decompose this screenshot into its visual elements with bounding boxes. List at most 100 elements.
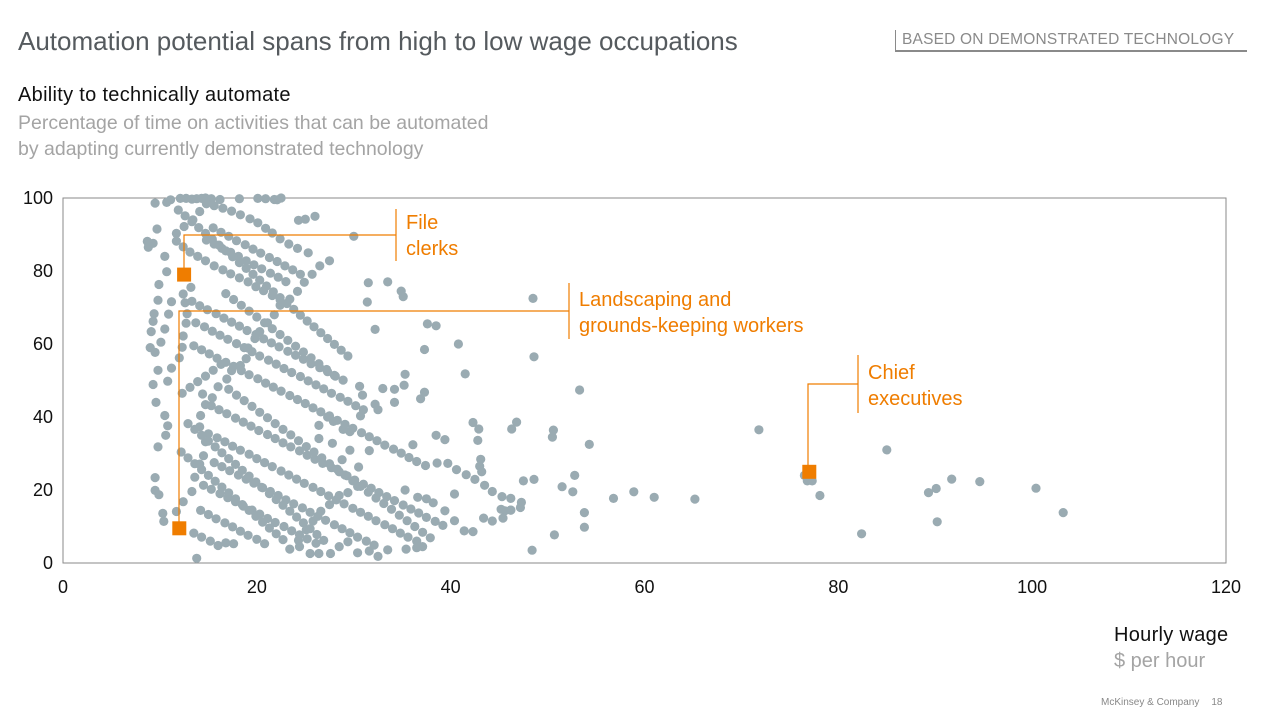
landscaping-workers-leader (178, 310, 569, 528)
data-point (178, 331, 188, 341)
data-point (160, 324, 170, 334)
x-tick-label: 0 (58, 577, 68, 597)
data-point (292, 512, 302, 522)
data-point (251, 477, 261, 487)
data-point (158, 508, 168, 518)
file-clerks-leader (183, 234, 396, 274)
data-point (252, 534, 262, 544)
data-point (317, 453, 327, 463)
data-point (183, 453, 193, 463)
data-point (181, 318, 191, 328)
data-point (389, 496, 400, 506)
data-point (479, 513, 489, 523)
y-tick-label: 20 (33, 480, 53, 500)
data-point (228, 441, 238, 451)
file-clerks-marker (177, 267, 192, 282)
data-point (239, 396, 249, 406)
y-tick-label: 80 (33, 261, 53, 281)
data-point (200, 256, 211, 266)
data-point (231, 390, 242, 400)
data-point (584, 439, 594, 449)
data-point (224, 231, 234, 241)
data-point (214, 405, 224, 415)
data-point (323, 333, 333, 344)
data-point (460, 369, 470, 379)
data-point (383, 545, 393, 555)
data-point (380, 440, 390, 450)
data-point (177, 342, 187, 352)
data-point (224, 454, 234, 464)
data-point (380, 520, 390, 530)
data-point (278, 424, 288, 434)
data-point (321, 515, 331, 525)
data-point (316, 328, 326, 338)
data-point (303, 248, 313, 258)
data-point (278, 500, 288, 510)
data-point (143, 242, 153, 252)
data-point (295, 310, 305, 320)
axis-ticks: 0 20 40 60 80 100 120 0 20 40 60 80 100 (23, 188, 1241, 597)
data-point (214, 240, 224, 250)
data-point (175, 193, 185, 203)
data-point (269, 194, 279, 205)
data-point (316, 407, 326, 417)
plot-frame (62, 197, 1227, 564)
file-clerks-label-line2: clerks (406, 238, 458, 260)
data-point (227, 206, 237, 216)
data-point (301, 442, 311, 452)
data-point (319, 535, 329, 546)
methodology-tag-text: BASED ON DEMONSTRATED TECHNOLOGY (902, 31, 1235, 48)
data-point (264, 489, 274, 499)
data-point (178, 289, 188, 299)
data-point (975, 477, 985, 487)
data-point (343, 488, 353, 498)
data-point (425, 533, 435, 543)
data-point (156, 337, 166, 347)
data-point (401, 544, 411, 554)
data-point (387, 524, 398, 534)
data-point (498, 513, 508, 523)
data-point (281, 277, 291, 287)
data-point (257, 264, 267, 274)
data-point (358, 405, 368, 415)
data-point (370, 324, 380, 334)
data-point (163, 376, 173, 386)
data-point (201, 199, 211, 209)
data-point (511, 417, 522, 427)
data-point (293, 436, 304, 446)
data-point (398, 500, 408, 510)
data-point (468, 527, 478, 537)
data-point (209, 458, 219, 468)
data-point (235, 210, 245, 220)
data-point (418, 542, 428, 552)
data-point (185, 247, 195, 257)
data-point (258, 483, 268, 493)
data-point (349, 231, 359, 241)
data-point (396, 448, 406, 458)
data-point (225, 466, 235, 476)
data-point (206, 484, 216, 494)
data-point (529, 352, 539, 362)
data-point (152, 224, 162, 234)
data-point (202, 305, 212, 315)
data-point (262, 429, 273, 440)
data-point (275, 293, 285, 303)
data-point (179, 221, 189, 232)
chart-y-title: Ability to technically automate (18, 84, 291, 106)
x-tick-label: 80 (828, 577, 848, 597)
data-point (286, 442, 296, 452)
data-point (287, 526, 297, 536)
data-point (364, 432, 374, 442)
data-point (311, 538, 321, 548)
data-point (568, 487, 578, 497)
data-point (220, 518, 230, 528)
data-point (278, 438, 288, 448)
footer: McKinsey & Company 18 (1101, 697, 1223, 708)
data-point (449, 516, 460, 526)
data-point (327, 438, 337, 448)
data-point (251, 329, 261, 340)
data-point (183, 419, 193, 429)
chart-x-title: Hourly wage (1114, 624, 1229, 646)
data-point (236, 300, 246, 310)
